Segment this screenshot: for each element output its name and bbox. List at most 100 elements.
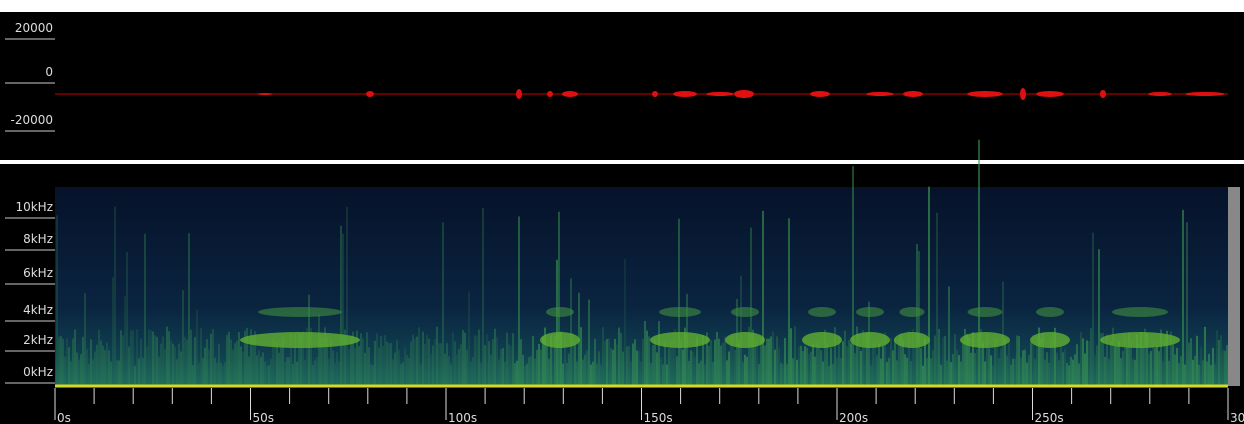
- spectral-streak: [432, 345, 434, 386]
- spectral-streak: [866, 332, 868, 386]
- spectral-streak: [554, 335, 556, 386]
- spectral-streak: [450, 364, 452, 386]
- spectral-streak: [1048, 362, 1050, 386]
- spectral-streak: [1084, 353, 1086, 386]
- spectral-streak: [430, 353, 432, 386]
- amplitude-label: 0: [45, 65, 53, 79]
- spectral-streak: [350, 335, 352, 386]
- spectral-streak: [394, 352, 396, 386]
- spectral-streak: [58, 336, 60, 386]
- formant-blob: [802, 332, 842, 348]
- spectral-streak: [448, 356, 450, 386]
- spectral-streak: [570, 278, 572, 386]
- amplitude-label: 20000: [15, 21, 53, 35]
- spectral-streak: [542, 336, 544, 386]
- wave-burst: [903, 91, 923, 97]
- spectral-streak: [1200, 347, 1202, 386]
- spectral-streak: [122, 335, 124, 386]
- spectral-streak: [954, 334, 956, 386]
- spectral-streak: [474, 335, 476, 386]
- spectral-streak: [358, 346, 360, 386]
- spectral-streak: [1104, 356, 1106, 386]
- spectral-streak: [1110, 342, 1112, 386]
- spectral-streak: [754, 339, 756, 386]
- spectral-streak: [1024, 349, 1026, 386]
- spectral-streak: [1022, 350, 1024, 386]
- spectral-streak: [838, 335, 840, 386]
- spectral-streak: [984, 361, 986, 386]
- spectral-streak: [1202, 360, 1204, 386]
- spectral-streak: [172, 343, 174, 386]
- spectral-streak: [400, 363, 402, 386]
- frequency-label: 8kHz: [23, 232, 53, 246]
- spectral-streak: [300, 334, 302, 386]
- spectral-streak: [836, 357, 838, 386]
- spectral-streak: [288, 357, 290, 386]
- spectral-streak: [1080, 332, 1082, 386]
- spectral-streak: [278, 352, 280, 386]
- spectral-streak: [104, 350, 106, 386]
- spectral-streak: [696, 336, 698, 386]
- spectral-streak: [148, 329, 150, 386]
- spectral-streak: [612, 349, 614, 386]
- spectral-streak: [1018, 336, 1020, 386]
- spectral-streak: [644, 321, 646, 386]
- spectral-streak: [812, 344, 814, 386]
- spectral-streak: [758, 364, 760, 386]
- formant-blob: [240, 332, 360, 348]
- amplitude-label: -20000: [10, 113, 53, 127]
- spectral-streak: [1142, 346, 1144, 386]
- spectral-streak: [816, 342, 818, 386]
- spectral-streak: [1054, 327, 1056, 386]
- spectral-streak: [932, 350, 934, 386]
- spectral-streak: [108, 350, 110, 386]
- spectral-streak: [436, 326, 438, 386]
- spectral-streak: [638, 351, 640, 386]
- spectral-streak: [814, 356, 816, 386]
- spectral-streak: [678, 218, 680, 386]
- spectral-streak: [1214, 363, 1216, 386]
- spectral-streak: [564, 338, 566, 386]
- spectral-streak: [374, 340, 376, 386]
- spectral-streak: [160, 343, 162, 386]
- spectral-streak: [982, 342, 984, 386]
- spectral-streak: [940, 364, 942, 386]
- spectral-streak: [882, 346, 884, 386]
- spectral-streak: [994, 338, 996, 386]
- spectral-streak: [682, 349, 684, 386]
- spectral-streak: [106, 342, 108, 386]
- spectral-streak: [286, 357, 288, 386]
- spectral-streak: [382, 346, 384, 386]
- spectral-streak: [498, 359, 500, 386]
- spectral-streak: [234, 343, 236, 386]
- spectral-streak: [1176, 347, 1178, 386]
- spectral-streak: [1130, 341, 1132, 386]
- spectral-streak: [218, 343, 220, 386]
- spectral-streak: [240, 346, 242, 386]
- spectral-streak: [640, 362, 642, 386]
- spectral-streak: [888, 357, 890, 386]
- spectral-streak: [698, 363, 700, 386]
- spectral-streak: [1078, 363, 1080, 386]
- spectral-streak: [996, 337, 998, 386]
- spectral-streak: [438, 343, 440, 386]
- spectral-streak: [112, 277, 114, 386]
- spectral-streak: [1060, 346, 1062, 386]
- spectral-streak: [792, 358, 794, 386]
- spectral-streak: [610, 348, 612, 386]
- spectral-streak: [692, 351, 694, 386]
- spectral-streak: [796, 359, 798, 386]
- spectral-streak: [684, 327, 686, 386]
- spectral-streak: [514, 363, 516, 386]
- spectral-streak: [880, 358, 882, 386]
- spectral-streak: [102, 345, 104, 386]
- spectral-streak: [618, 327, 620, 386]
- spectral-streak: [802, 351, 804, 386]
- spectral-streak: [480, 363, 482, 386]
- spectral-streak: [284, 361, 286, 386]
- spectral-streak: [1044, 359, 1046, 386]
- spectral-streak: [636, 350, 638, 386]
- spectral-streak: [1098, 249, 1100, 386]
- spectral-streak: [624, 258, 626, 386]
- spectral-streak: [354, 347, 356, 386]
